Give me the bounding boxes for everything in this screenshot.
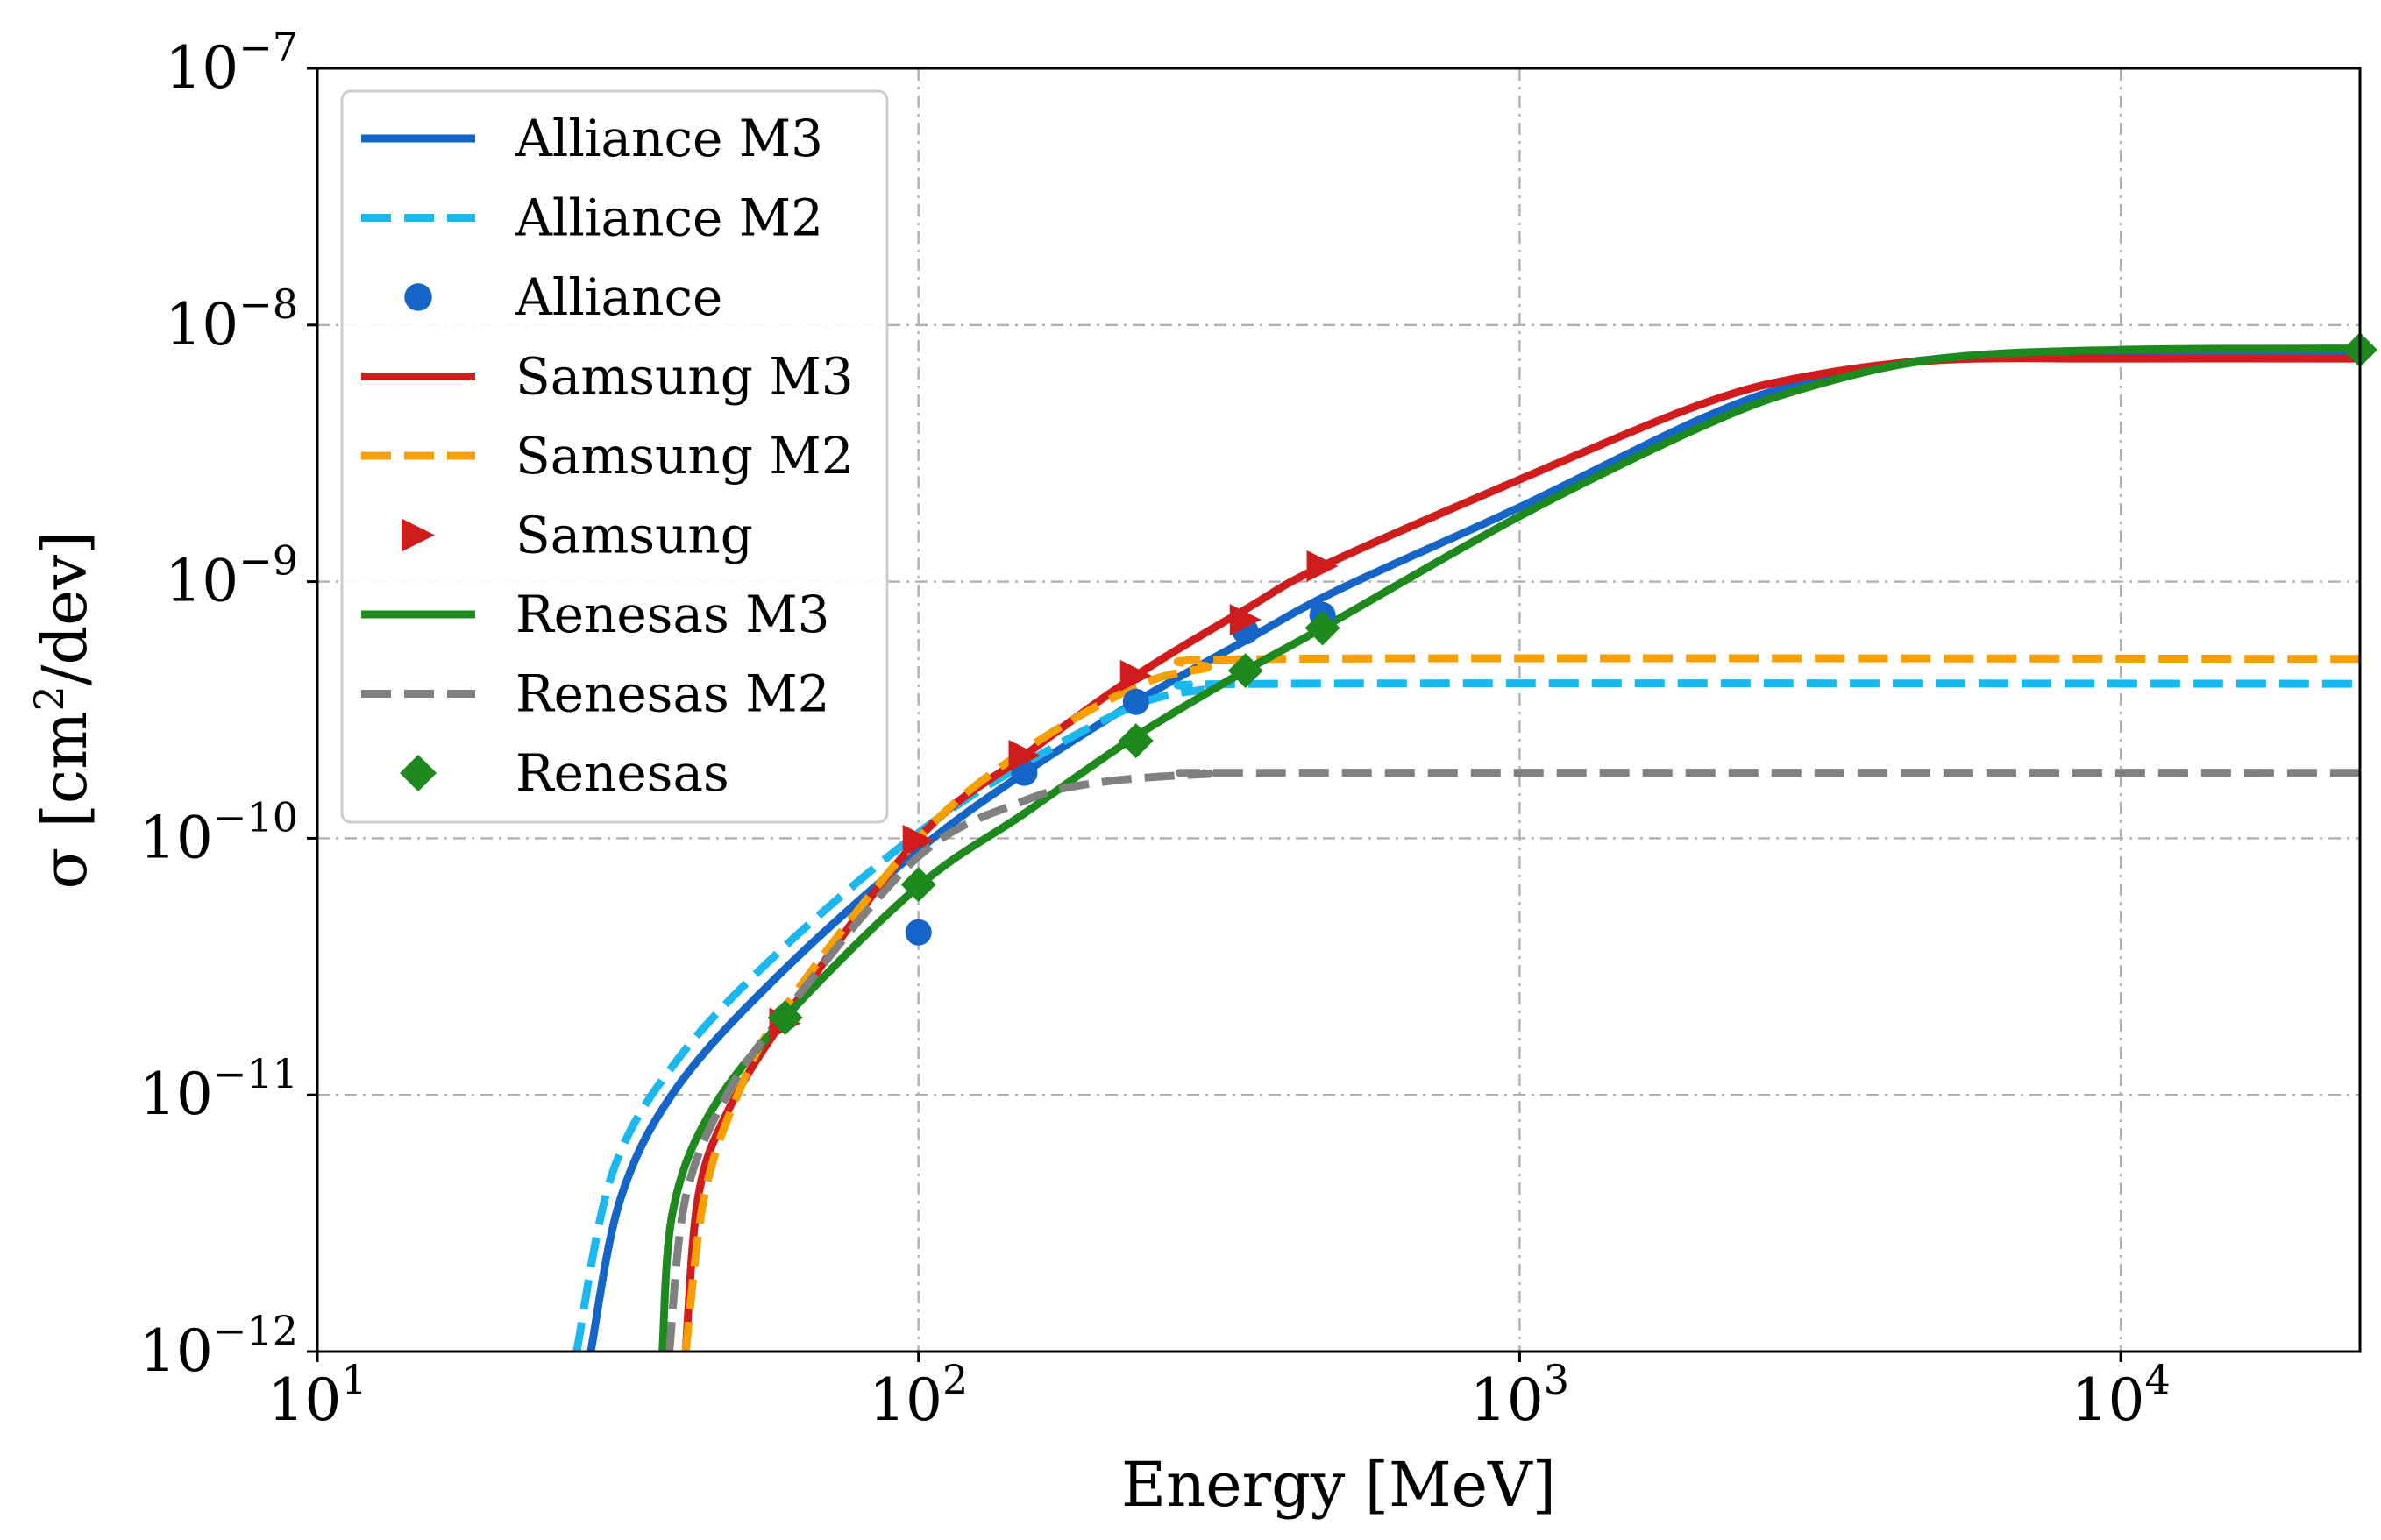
y-tick-label-3: 10−9 [165,537,298,615]
data-point-renesas-1 [900,867,936,903]
series-line-samsung-m2 [681,654,2360,1352]
scatter-markers [767,332,2377,1040]
y-tick-label-5: 10−7 [165,24,298,102]
series-line-renesas-m2 [665,769,2360,1352]
grid [317,68,2360,1352]
y-axis-label: σ [cm2/dev] [25,531,101,890]
legend-label-samsung: Samsung [515,506,753,565]
legend-label-renesas: Renesas [515,743,729,803]
legend-label-alliance-m3: Alliance M3 [515,109,823,168]
data-point-samsung-3 [1119,659,1152,692]
legend-label-alliance: Alliance [515,267,722,327]
legend-box [340,89,889,824]
data-point-samsung-5 [1306,550,1339,582]
x-tick-label-3: 104 [2071,1356,2170,1434]
data-point-samsung-4 [1229,604,1262,636]
data-point-samsung-2 [1008,740,1041,772]
y-tick-label-4: 10−8 [165,280,298,358]
data-point-samsung-1 [902,824,935,856]
legend-label-samsung-m3: Samsung M3 [515,347,854,407]
y-tick-label-0: 10−12 [139,1307,298,1385]
data-point-renesas-4 [1304,610,1340,646]
data-point-renesas-2 [1118,723,1154,759]
legend: Alliance M3 Alliance M2 Alliance Samsung M3… [340,89,889,824]
legend-swatch-renesas [400,755,437,791]
y-tick-label-1: 10−11 [139,1050,298,1128]
legend-label-alliance-m2: Alliance M2 [515,188,823,248]
legend-swatch-samsung [402,518,435,552]
data-point-renesas-3 [1227,653,1263,689]
x-tick-label-0: 101 [267,1356,366,1434]
plot-frame [316,67,2362,1353]
y-tick-label-2: 10−10 [139,793,298,871]
legend-swatch-alliance [404,283,432,311]
data-point-renesas-0 [767,1000,803,1036]
data-point-alliance-1 [905,919,932,946]
x-axis-label: Energy [MeV] [1121,1449,1556,1521]
curves [572,344,2360,1352]
data-point-alliance-3 [1122,688,1149,715]
legend-label-renesas-m3: Renesas M3 [515,585,830,644]
axis-ticks: 101 102 103 104 10−12 10−11 10−10 10−9 10−8 10−7 [139,24,2171,1434]
legend-label-renesas-m2: Renesas M2 [515,664,830,724]
x-tick-label-1: 102 [869,1356,968,1434]
legend-label-samsung-m2: Samsung M2 [515,426,854,486]
series-line-alliance-m2 [572,679,2360,1352]
x-tick-label-2: 103 [1470,1356,1569,1434]
